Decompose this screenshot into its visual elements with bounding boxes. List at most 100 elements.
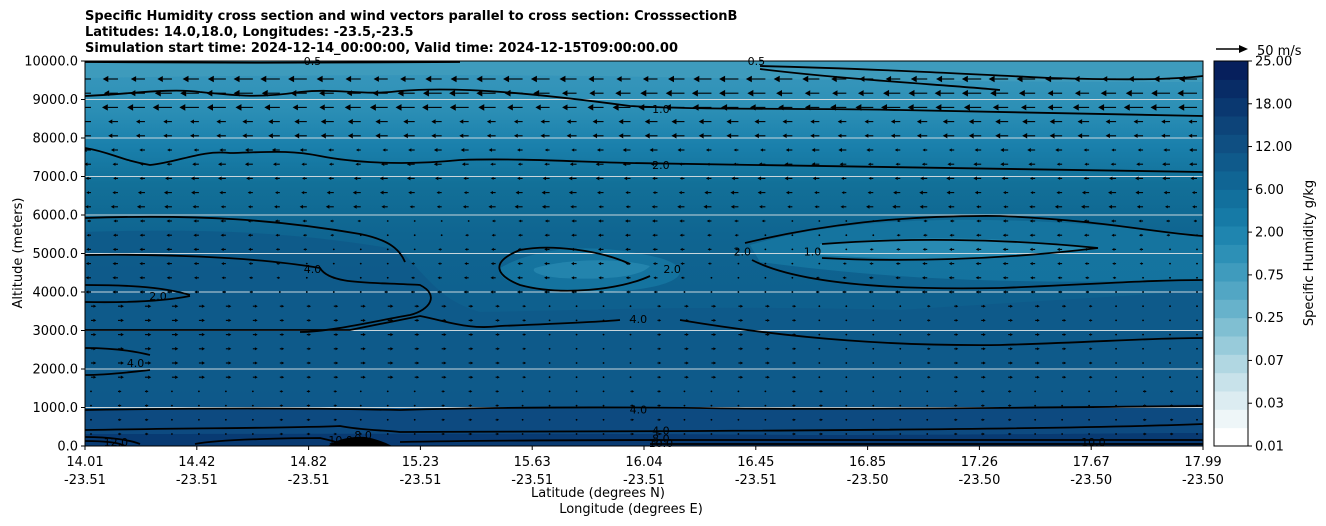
x-tick-lat: 15.63 bbox=[514, 455, 551, 470]
wind-vector-head bbox=[644, 118, 650, 125]
wind-vector-head bbox=[815, 276, 819, 280]
wind-vector-head bbox=[175, 347, 179, 351]
wind-vector-head bbox=[1151, 89, 1158, 97]
wind-vector-head bbox=[922, 262, 926, 266]
wind-vector-head bbox=[139, 219, 143, 223]
wind-vector-head bbox=[216, 119, 221, 124]
wind-vector-head bbox=[1073, 75, 1080, 83]
colorbar-swatch bbox=[1214, 391, 1248, 410]
wind-vector bbox=[629, 376, 632, 379]
wind-vector-head bbox=[329, 219, 333, 223]
wind-vector-head bbox=[463, 176, 467, 180]
wind-vector bbox=[1196, 362, 1198, 364]
wind-vector-head bbox=[201, 318, 205, 323]
contour-line-2.0-left bbox=[85, 253, 432, 333]
wind-vector-head bbox=[245, 148, 249, 152]
wind-vector-head bbox=[496, 432, 500, 436]
wind-vector-head bbox=[1022, 118, 1028, 125]
wind-vector-head bbox=[1084, 247, 1088, 251]
contour-line-10.0 bbox=[85, 436, 141, 445]
wind-vector-head bbox=[919, 204, 924, 209]
contour-label: 10.0 bbox=[328, 434, 353, 447]
wind-vector bbox=[1115, 291, 1117, 293]
wind-vector-head bbox=[328, 148, 332, 152]
wind-vector bbox=[791, 291, 794, 293]
wind-vector bbox=[710, 291, 713, 293]
wind-vector-head bbox=[896, 247, 899, 251]
x-axis-label-lon: Longitude (degrees E) bbox=[559, 502, 703, 517]
wind-vector-head bbox=[449, 89, 456, 97]
wind-vector-head bbox=[486, 133, 491, 138]
wind-vector-head bbox=[721, 104, 728, 111]
wind-vector-head bbox=[113, 219, 117, 223]
wind-vector-head bbox=[353, 176, 358, 181]
wind-vector bbox=[359, 390, 362, 393]
contour-label: 4.0 bbox=[630, 403, 648, 416]
wind-vector-head bbox=[206, 104, 213, 111]
wind-vector bbox=[764, 234, 767, 237]
contour-line-4.0-bottom bbox=[85, 347, 151, 356]
wind-vector-head bbox=[1171, 418, 1174, 422]
wind-vector-head bbox=[469, 418, 473, 422]
wind-vector bbox=[1115, 333, 1117, 336]
wind-vector bbox=[1115, 376, 1117, 379]
wind-vector-head bbox=[592, 119, 598, 125]
wind-vector bbox=[332, 276, 335, 279]
colorbar-swatch bbox=[1214, 226, 1248, 245]
wind-vector-head bbox=[129, 90, 136, 97]
wind-vector-head bbox=[840, 205, 844, 209]
wind-vector bbox=[1142, 347, 1144, 350]
wind-vector-head bbox=[1190, 176, 1194, 181]
wind-vector-head bbox=[166, 290, 170, 294]
wind-vector-head bbox=[1002, 233, 1006, 237]
wind-vector-head bbox=[308, 418, 311, 422]
wind-vector-head bbox=[422, 104, 429, 111]
wind-vector-head bbox=[1074, 90, 1081, 97]
wind-vector-head bbox=[1000, 162, 1004, 167]
wind-vector-head bbox=[644, 133, 650, 139]
wind-vector-head bbox=[438, 248, 441, 251]
wind-vector bbox=[872, 220, 875, 222]
wind-vector bbox=[818, 220, 821, 222]
wind-vector-head bbox=[652, 262, 656, 266]
wind-vector bbox=[198, 404, 200, 407]
wind-vector bbox=[845, 333, 848, 336]
wind-vector bbox=[845, 433, 848, 435]
wind-vector-head bbox=[868, 176, 872, 180]
wind-vector bbox=[359, 418, 362, 421]
wind-vector-head bbox=[975, 276, 979, 280]
wind-vector bbox=[818, 305, 821, 308]
wind-vector-head bbox=[622, 148, 627, 152]
wind-vector-head bbox=[916, 133, 922, 139]
wind-vector-head bbox=[922, 247, 926, 251]
wind-vector bbox=[629, 333, 632, 336]
wind-vector-head bbox=[470, 375, 474, 379]
contour-line-2.0-right-b bbox=[751, 259, 1203, 290]
wind-vector bbox=[305, 291, 308, 293]
wind-vector-head bbox=[328, 176, 332, 181]
wind-vector bbox=[1196, 291, 1198, 293]
wind-vector-head bbox=[595, 176, 600, 181]
wind-vector-head bbox=[740, 333, 744, 337]
wind-vector-head bbox=[1192, 205, 1195, 209]
wind-vector-head bbox=[767, 347, 770, 351]
wind-vector bbox=[575, 333, 578, 336]
wind-vector-head bbox=[163, 190, 168, 195]
wind-vector-head bbox=[518, 233, 521, 237]
wind-vector-head bbox=[302, 176, 305, 180]
wind-vector-head bbox=[478, 104, 485, 111]
wind-vector-head bbox=[622, 162, 627, 167]
wind-vector-head bbox=[733, 148, 737, 152]
wind-vector-head bbox=[658, 432, 662, 436]
humidity-contourf bbox=[85, 61, 1203, 446]
wind-vector-head bbox=[395, 104, 402, 111]
wind-vector-head bbox=[652, 247, 656, 251]
x-tick-lon: -23.50 bbox=[847, 473, 889, 488]
wind-vector bbox=[602, 418, 605, 421]
wind-vector bbox=[1142, 376, 1144, 379]
wind-vector-head bbox=[416, 361, 420, 365]
wind-vector-head bbox=[523, 375, 527, 379]
wind-vector-head bbox=[631, 404, 635, 407]
wind-vector-head bbox=[1063, 347, 1067, 351]
wind-vector-head bbox=[740, 304, 744, 308]
